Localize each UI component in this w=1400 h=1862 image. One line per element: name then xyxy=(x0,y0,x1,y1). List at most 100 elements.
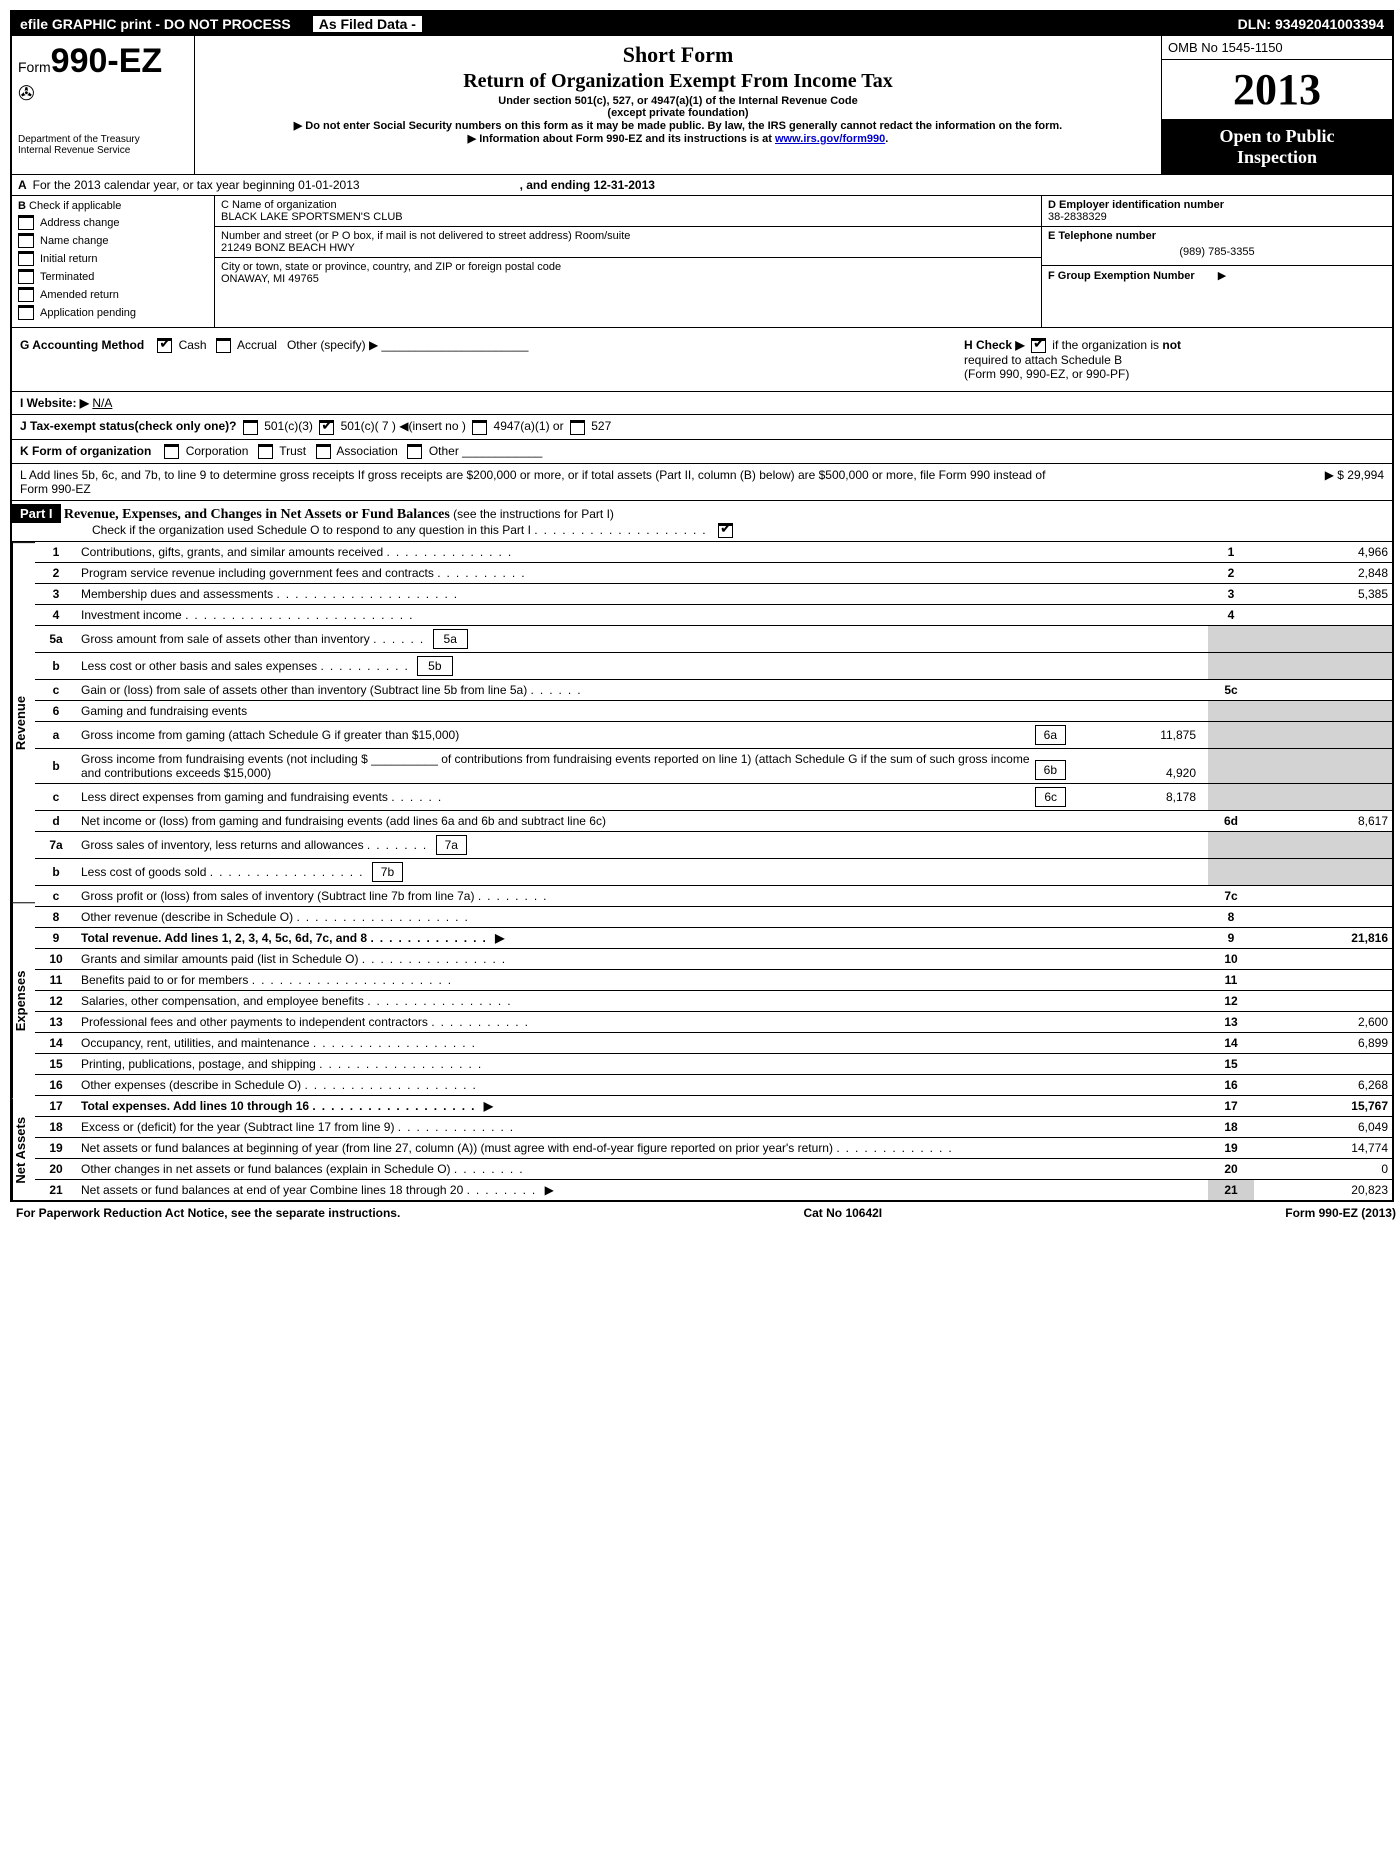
line-5a: 5aGross amount from sale of assets other… xyxy=(35,626,1392,653)
line-1: 1Contributions, gifts, grants, and simil… xyxy=(35,542,1392,563)
dln-label: DLN: 93492041003394 xyxy=(1230,12,1392,36)
l-text: L Add lines 5b, 6c, and 7b, to line 9 to… xyxy=(20,468,1070,496)
h-text2: required to attach Schedule B xyxy=(964,353,1122,367)
line-5c: cGain or (loss) from sale of assets othe… xyxy=(35,680,1392,701)
ein: 38-2838329 xyxy=(1048,211,1386,223)
warning1: ▶ Do not enter Social Security numbers o… xyxy=(201,119,1155,132)
line-11: 11Benefits paid to or for members ......… xyxy=(35,970,1392,991)
row-i: I Website: ▶ N/A xyxy=(12,392,1392,415)
row-j: J Tax-exempt status(check only one)? 501… xyxy=(12,415,1392,439)
title-return: Return of Organization Exempt From Incom… xyxy=(201,70,1155,93)
form-label: Form xyxy=(18,59,51,75)
h-check: H Check ▶ if the organization is not req… xyxy=(956,328,1392,391)
col-b: B Check if applicable Address change Nam… xyxy=(12,196,215,327)
line-21: 21Net assets or fund balances at end of … xyxy=(35,1180,1392,1201)
e-label: E Telephone number xyxy=(1048,230,1156,242)
label-revenue: Revenue xyxy=(12,542,35,902)
chk-cash[interactable] xyxy=(157,338,172,353)
f-arrow: ▶ xyxy=(1218,270,1226,282)
c-street-label: Number and street (or P O box, if mail i… xyxy=(221,230,1035,242)
chk-527[interactable] xyxy=(570,420,585,435)
chk-501c[interactable] xyxy=(319,420,334,435)
row-a: A For the 2013 calendar year, or tax yea… xyxy=(12,175,1392,196)
line-6a: aGross income from gaming (attach Schedu… xyxy=(35,722,1392,749)
warn2-text: ▶ Information about Form 990-EZ and its … xyxy=(468,133,775,145)
footer-mid: Cat No 10642I xyxy=(803,1206,882,1220)
h-text3: (Form 990, 990-EZ, or 990-PF) xyxy=(964,367,1129,381)
line-6c: cLess direct expenses from gaming and fu… xyxy=(35,784,1392,811)
org-city: ONAWAY, MI 49765 xyxy=(221,273,1035,285)
efile-label: efile GRAPHIC print - DO NOT PROCESS xyxy=(12,12,299,36)
form-num: 990-EZ xyxy=(51,42,163,80)
form-container: efile GRAPHIC print - DO NOT PROCESS As … xyxy=(10,10,1394,1202)
h-label: H Check ▶ xyxy=(964,338,1025,352)
chk-4947[interactable] xyxy=(472,420,487,435)
telephone: (989) 785-3355 xyxy=(1048,242,1386,262)
org-name: BLACK LAKE SPORTSMEN'S CLUB xyxy=(221,211,1035,223)
chk-address[interactable]: Address change xyxy=(18,215,208,230)
g-label: G Accounting Method xyxy=(20,338,144,352)
line-15: 15Printing, publications, postage, and s… xyxy=(35,1054,1392,1075)
website-val: N/A xyxy=(92,396,112,410)
tax-year: 2013 xyxy=(1162,60,1392,120)
line-10: 10Grants and similar amounts paid (list … xyxy=(35,949,1392,970)
row-a-text: For the 2013 calendar year, or tax year … xyxy=(33,178,360,192)
chk-other[interactable] xyxy=(407,444,422,459)
line-7c: cGross profit or (loss) from sales of in… xyxy=(35,886,1392,907)
col-de: D Employer identification number 38-2838… xyxy=(1042,196,1392,327)
line-7a: 7aGross sales of inventory, less returns… xyxy=(35,832,1392,859)
form-number: Form990-EZ xyxy=(18,42,188,81)
chk-accrual[interactable] xyxy=(216,338,231,353)
c-name-label: C Name of organization xyxy=(221,199,1035,211)
row-gh: G Accounting Method Cash Accrual Other (… xyxy=(12,328,1392,392)
asfiled-label: As Filed Data - xyxy=(299,12,1230,36)
row-k: K Form of organization Corporation Trust… xyxy=(12,440,1392,464)
open2: Inspection xyxy=(1237,147,1317,167)
f-label: F Group Exemption Number xyxy=(1048,270,1195,282)
chk-initial[interactable]: Initial return xyxy=(18,251,208,266)
omb-number: OMB No 1545-1150 xyxy=(1162,36,1392,60)
chk-assoc[interactable] xyxy=(316,444,331,459)
line-6b: bGross income from fundraising events (n… xyxy=(35,749,1392,784)
line-20: 20Other changes in net assets or fund ba… xyxy=(35,1159,1392,1180)
col-c: C Name of organization BLACK LAKE SPORTS… xyxy=(215,196,1042,327)
asfiled-badge: As Filed Data - xyxy=(313,16,422,32)
header-right: OMB No 1545-1150 2013 Open to Public Ins… xyxy=(1162,36,1392,174)
l-amount: ▶ $ 29,994 xyxy=(1325,468,1384,496)
row-l: L Add lines 5b, 6c, and 7b, to line 9 to… xyxy=(12,464,1392,501)
chk-name[interactable]: Name change xyxy=(18,233,208,248)
chk-schedo[interactable] xyxy=(718,523,733,538)
line-5b: bLess cost or other basis and sales expe… xyxy=(35,653,1392,680)
line-6d: dNet income or (loss) from gaming and fu… xyxy=(35,811,1392,832)
chk-trust[interactable] xyxy=(258,444,273,459)
line-6: 6Gaming and fundraising events xyxy=(35,701,1392,722)
j-label: J Tax-exempt status(check only one)? xyxy=(20,419,237,433)
line-2: 2Program service revenue including gover… xyxy=(35,563,1392,584)
part1-header: Part I Revenue, Expenses, and Changes in… xyxy=(12,501,1392,542)
lines-table: 1Contributions, gifts, grants, and simil… xyxy=(35,542,1392,1200)
subtitle2: (except private foundation) xyxy=(201,107,1155,119)
header-left: Form990-EZ ✇ Department of the Treasury … xyxy=(12,36,195,174)
b-label: B xyxy=(18,200,26,212)
row-a-label: A xyxy=(18,178,27,192)
chk-amended[interactable]: Amended return xyxy=(18,287,208,302)
line-4: 4Investment income .....................… xyxy=(35,605,1392,626)
part1-label: Part I xyxy=(12,504,61,523)
line-18: 18Excess or (deficit) for the year (Subt… xyxy=(35,1117,1392,1138)
chk-501c3[interactable] xyxy=(243,420,258,435)
chk-terminated[interactable]: Terminated xyxy=(18,269,208,284)
irs-link[interactable]: www.irs.gov/form990 xyxy=(775,133,885,145)
d-label: D Employer identification number xyxy=(1048,199,1224,211)
open1: Open to Public xyxy=(1219,126,1334,146)
chk-h[interactable] xyxy=(1031,338,1046,353)
dept-irs: Internal Revenue Service xyxy=(18,145,188,156)
row-a-ending: , and ending 12-31-2013 xyxy=(520,178,655,192)
chk-pending[interactable]: Application pending xyxy=(18,305,208,320)
header-row: Form990-EZ ✇ Department of the Treasury … xyxy=(12,36,1392,175)
line-9: 9Total revenue. Add lines 1, 2, 3, 4, 5c… xyxy=(35,928,1392,949)
line-19: 19Net assets or fund balances at beginni… xyxy=(35,1138,1392,1159)
footer-right: Form 990-EZ (2013) xyxy=(1285,1206,1396,1220)
chk-corp[interactable] xyxy=(164,444,179,459)
g-other: Other (specify) ▶ xyxy=(287,338,378,352)
open-public: Open to Public Inspection xyxy=(1162,120,1392,174)
